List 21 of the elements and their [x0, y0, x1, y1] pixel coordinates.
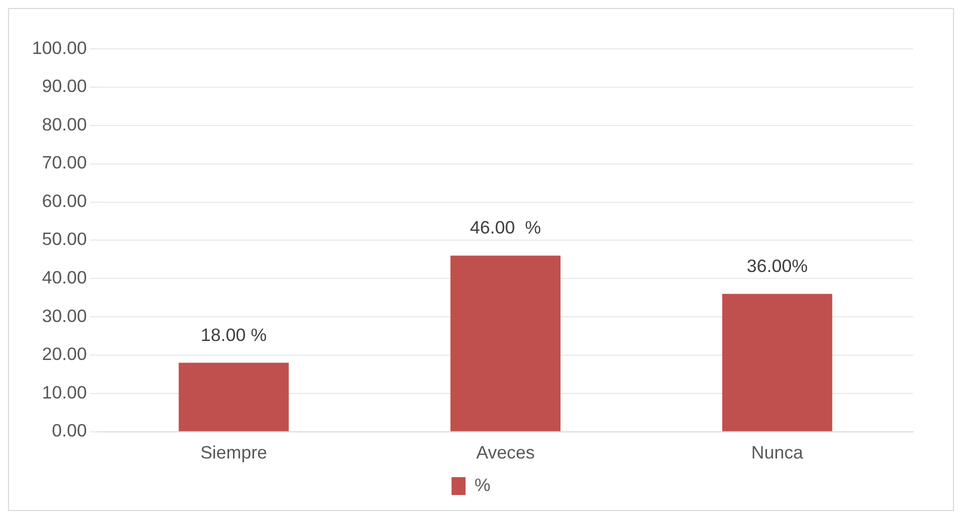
- y-tick-label: 0.00: [52, 420, 87, 441]
- bar: [722, 294, 832, 432]
- y-tick-label: 100.00: [32, 38, 87, 58]
- y-tick-label: 90.00: [42, 76, 87, 96]
- bar: [450, 256, 561, 432]
- y-tick-label: 80.00: [42, 114, 87, 134]
- y-tick-label: 40.00: [42, 268, 87, 288]
- x-tick-label: Nunca: [751, 442, 804, 462]
- x-tick-label: Aveces: [476, 442, 535, 462]
- data-label: 18.00 %: [200, 324, 267, 345]
- y-tick-label: 20.00: [42, 344, 87, 364]
- data-label: 36.00%: [746, 256, 808, 276]
- legend-label: %: [474, 475, 491, 496]
- data-label: 46.00 %: [470, 218, 541, 238]
- y-tick-label: 50.00: [42, 229, 87, 250]
- y-tick-label: 10.00: [42, 382, 87, 402]
- x-tick-label: Siempre: [200, 442, 268, 462]
- y-tick-label: 70.00: [42, 152, 87, 173]
- bar: [178, 362, 289, 432]
- y-tick-label: 60.00: [42, 190, 87, 211]
- y-tick-label: 30.00: [42, 306, 87, 326]
